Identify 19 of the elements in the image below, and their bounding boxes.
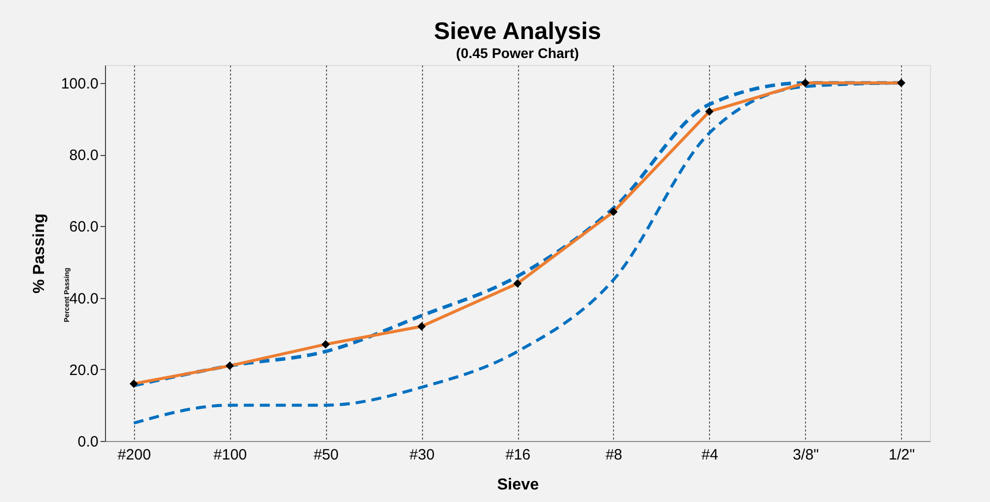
- chart-subtitle: (0.45 Power Chart): [456, 45, 579, 61]
- x-tick-label: #4: [702, 446, 718, 464]
- x-tick-label: #50: [314, 446, 339, 464]
- y-axis-title: % Passing: [30, 213, 48, 294]
- y-tick-label: 60.0: [69, 218, 98, 236]
- x-tick-label: 3/8": [792, 446, 819, 464]
- y-tick-label: 80.0: [69, 147, 98, 164]
- x-tick-label: 1/2": [888, 446, 915, 464]
- x-tick-label: #200: [118, 446, 151, 464]
- chart-title: Sieve Analysis: [434, 18, 602, 45]
- y-tick-label: 0.0: [78, 434, 98, 450]
- y-tick-label: 100.0: [60, 75, 98, 92]
- y-tick-label: 40.0: [69, 290, 98, 308]
- x-axis-title: Sieve: [497, 476, 540, 494]
- x-tick-label: #30: [410, 446, 435, 464]
- x-tick-label: #8: [606, 446, 622, 464]
- y-tick-label: 20.0: [69, 362, 98, 379]
- x-tick-label: #100: [214, 446, 247, 464]
- x-tick-label: #16: [505, 446, 531, 464]
